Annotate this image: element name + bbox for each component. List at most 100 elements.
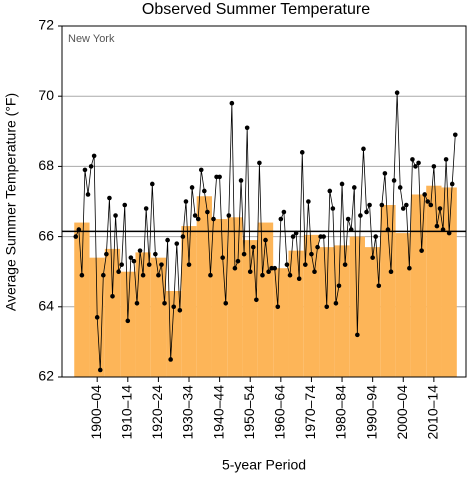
annual-point — [367, 202, 372, 208]
y-axis-label: Average Summer Temperature (°F) — [3, 93, 19, 311]
annual-point — [434, 223, 440, 229]
annual-point — [425, 199, 431, 204]
x-tick-label: 2000–04 — [394, 385, 410, 440]
annual-point — [198, 167, 204, 173]
annual-point — [351, 185, 357, 190]
annual-point — [146, 262, 152, 267]
bar — [166, 291, 182, 377]
annual-point — [104, 251, 109, 257]
annual-point — [110, 293, 115, 299]
annual-point — [180, 234, 186, 239]
annual-point — [134, 300, 140, 306]
annual-point — [397, 185, 403, 190]
annual-point — [348, 227, 354, 232]
annual-point — [247, 269, 253, 275]
annual-point — [342, 262, 348, 267]
x-tick-label: 1920–24 — [149, 385, 165, 440]
annual-point — [385, 227, 391, 232]
annual-point — [287, 272, 293, 278]
annual-point — [361, 146, 366, 152]
bar — [334, 245, 350, 377]
annual-point — [220, 255, 225, 260]
annual-point — [364, 209, 369, 215]
annual-point — [205, 209, 210, 215]
annual-point — [241, 251, 247, 257]
x-tick-label: 1960–64 — [272, 385, 288, 440]
bar — [104, 248, 121, 377]
annual-point — [174, 241, 180, 246]
annual-point — [189, 185, 195, 190]
bar — [211, 219, 228, 377]
bar — [181, 226, 197, 377]
annual-point — [82, 167, 88, 173]
annual-point — [183, 199, 189, 204]
annual-point — [333, 300, 339, 306]
annual-point — [339, 181, 345, 187]
annual-point — [391, 178, 397, 183]
y-tick-label: 66 — [38, 227, 54, 243]
annual-point — [290, 234, 296, 239]
annual-point — [238, 178, 244, 183]
annual-point — [125, 318, 131, 324]
annual-point — [217, 174, 222, 180]
bar — [242, 240, 258, 377]
x-tick-label: 1900–04 — [88, 385, 104, 440]
annual-point — [73, 234, 79, 239]
annual-point — [113, 213, 118, 218]
y-tick-label: 64 — [38, 298, 54, 314]
annual-point — [446, 230, 452, 236]
annual-point — [266, 269, 271, 275]
annual-point — [137, 248, 143, 253]
annual-point — [101, 272, 106, 278]
annual-point — [171, 304, 177, 310]
annual-point — [299, 150, 305, 155]
annual-point — [281, 209, 287, 215]
annual-point — [373, 234, 379, 239]
annual-point — [122, 202, 128, 208]
annual-point — [400, 206, 406, 211]
bar — [273, 268, 289, 377]
annual-point — [97, 367, 103, 373]
annual-point — [410, 157, 415, 162]
plot-frame — [61, 25, 467, 378]
bar — [135, 252, 151, 377]
annual-point — [192, 213, 198, 218]
annual-point — [91, 153, 97, 159]
bar — [441, 187, 457, 377]
annual-point — [153, 251, 158, 257]
annual-point — [177, 308, 183, 313]
annual-point — [165, 237, 170, 243]
annual-point — [321, 234, 326, 239]
annual-point — [315, 244, 320, 250]
annual-point — [79, 272, 85, 278]
annual-point — [211, 216, 216, 222]
annual-point — [407, 265, 412, 271]
annual-point — [263, 237, 268, 243]
annual-point — [232, 265, 238, 271]
bar — [410, 194, 427, 377]
annual-point — [131, 258, 137, 264]
annual-point — [119, 262, 124, 267]
annual-point — [324, 304, 330, 310]
bar — [196, 196, 212, 377]
annual-point — [431, 164, 437, 169]
annual-point — [394, 90, 400, 95]
bar — [257, 222, 274, 377]
annual-point — [116, 269, 121, 275]
annual-point — [416, 160, 421, 166]
annual-point — [428, 202, 434, 208]
annual-point — [260, 272, 265, 278]
annual-point — [235, 258, 241, 264]
annual-point — [186, 262, 192, 267]
bar — [349, 236, 365, 377]
annual-point — [449, 181, 455, 187]
annual-point — [413, 164, 418, 169]
annual-point — [208, 272, 213, 278]
annual-point — [85, 192, 91, 197]
chart-title: Observed Summer Temperature — [142, 1, 370, 18]
annual-point — [257, 160, 262, 166]
x-tick-label: 1910–14 — [119, 385, 135, 440]
bar — [150, 257, 167, 377]
annual-point — [244, 125, 250, 131]
annual-point — [162, 300, 167, 306]
